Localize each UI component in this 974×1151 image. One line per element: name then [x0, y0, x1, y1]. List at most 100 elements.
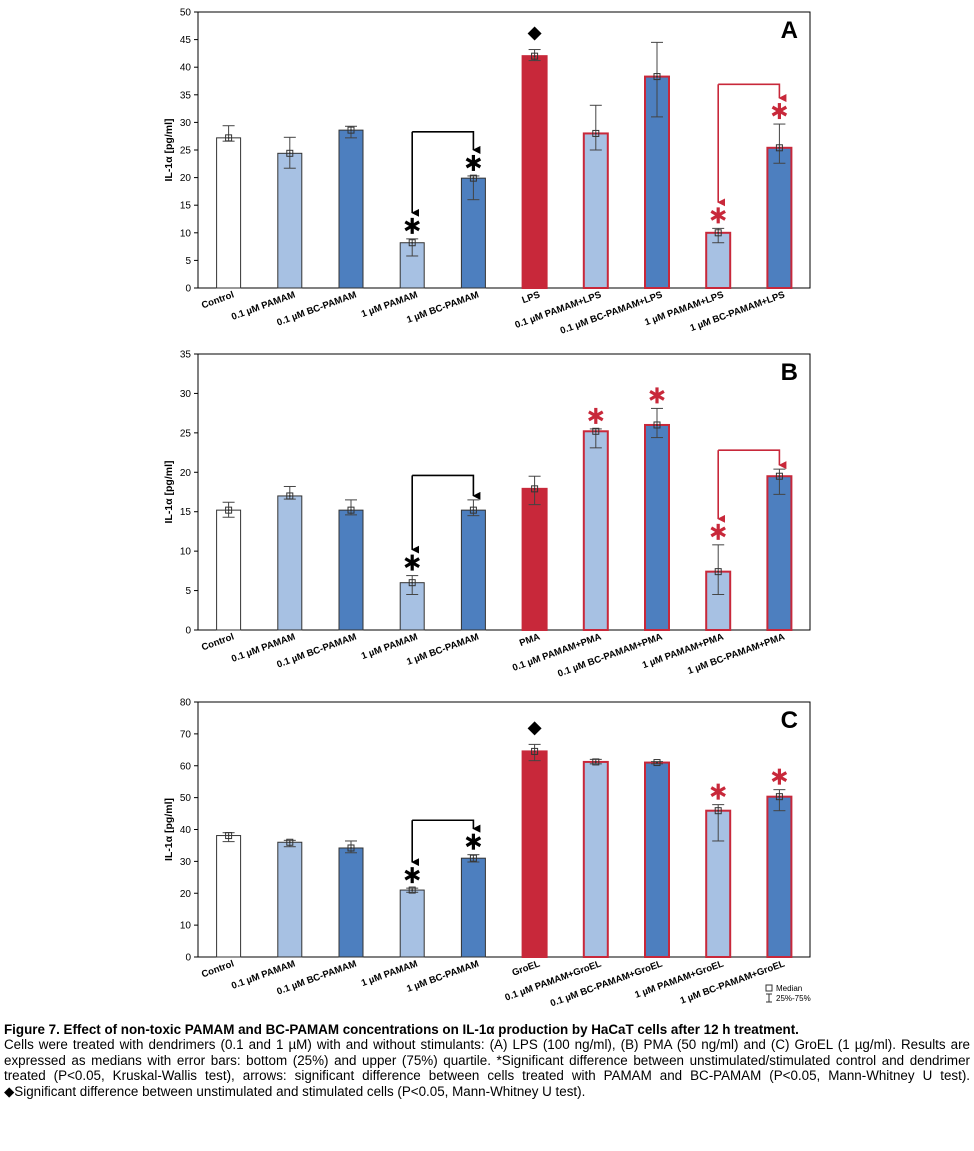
median-marker — [469, 854, 477, 862]
x-tick-label: 0.1 µM BC-PAMAM+LPS — [559, 289, 664, 336]
panel-label: A — [781, 17, 798, 44]
median-dot — [350, 509, 352, 512]
median-dot — [533, 750, 536, 753]
median-dot — [717, 809, 720, 812]
chart-panel-b: 0 5 10 15 20 25 30 35 IL-1α [pg/ml] B Control 0.1 µ… — [163, 350, 811, 680]
median-dot — [594, 760, 597, 763]
y-tick-label: 35 — [180, 90, 192, 101]
median-marker — [775, 472, 783, 480]
median-marker — [653, 759, 661, 767]
star-stroke — [710, 526, 726, 538]
median-dot — [533, 55, 536, 58]
median-marker — [347, 126, 355, 134]
significance-star-red — [710, 523, 726, 540]
median-marker — [469, 174, 477, 182]
median-dot — [594, 132, 597, 135]
significance-star-red — [771, 103, 788, 120]
median-dot — [778, 146, 781, 149]
bar — [399, 889, 425, 958]
median-marker — [286, 149, 294, 157]
bar — [644, 423, 670, 631]
median-marker — [592, 758, 600, 766]
bar — [705, 809, 732, 958]
median-marker — [531, 747, 539, 755]
median-dot — [350, 129, 352, 132]
significance-star-red — [771, 768, 788, 785]
median-marker — [286, 838, 294, 846]
y-tick-label: 10 — [180, 228, 192, 239]
x-tick-label: Control — [200, 631, 236, 653]
median-marker — [347, 844, 355, 852]
y-tick-label: 30 — [180, 857, 192, 868]
legend-median-icon — [765, 984, 773, 992]
bar — [582, 132, 609, 289]
star-stroke — [404, 869, 420, 881]
bar — [216, 835, 242, 958]
significance-star — [404, 217, 420, 234]
y-axis-label: IL-1α [pg/ml] — [163, 118, 175, 181]
median-marker — [286, 492, 294, 500]
median-dot — [472, 177, 475, 180]
median-dot — [717, 231, 720, 234]
caption-title: Figure 7. Effect of non-toxic PAMAM and … — [4, 1022, 799, 1037]
median-marker — [408, 886, 416, 894]
x-tick-label: 1 µM BC-PAMAM+GroEL — [679, 958, 787, 1006]
y-axis-label: IL-1α [pg/ml] — [163, 460, 175, 523]
bar — [521, 487, 548, 631]
y-tick-label: 10 — [180, 547, 192, 558]
y-tick-label: 0 — [185, 626, 191, 637]
bar — [277, 495, 303, 631]
median-dot — [778, 475, 781, 478]
y-tick-label: 45 — [180, 35, 192, 46]
y-tick-label: 0 — [185, 953, 191, 964]
star-stroke — [649, 390, 665, 401]
median-marker — [225, 506, 233, 514]
median-dot — [472, 857, 475, 860]
significance-arrow — [718, 83, 787, 103]
bar — [766, 146, 793, 289]
plot-frame — [197, 353, 811, 631]
median-marker — [408, 239, 416, 247]
x-tick-label: 0.1 µM BC-PAMAM+GroEL — [549, 958, 664, 1009]
median-dot — [717, 570, 720, 573]
x-tick-label: 0.1 µM BC-PAMAM+PMA — [556, 631, 664, 679]
median-dot — [472, 509, 475, 512]
star-stroke — [588, 410, 604, 422]
bar — [338, 847, 364, 958]
median-marker — [531, 52, 539, 60]
bar — [644, 761, 670, 958]
y-tick-label: 15 — [180, 201, 192, 212]
median-dot — [288, 841, 291, 844]
bar — [216, 509, 242, 631]
bar — [766, 795, 793, 959]
y-tick-label: 15 — [180, 507, 192, 518]
median-dot — [411, 889, 414, 892]
bar — [277, 841, 303, 958]
median-dot — [533, 487, 536, 490]
significance-arrow — [412, 474, 481, 500]
diamond-marker — [527, 721, 542, 736]
median-dot — [594, 430, 597, 433]
significance-star-red — [588, 407, 604, 424]
significance-arrow — [718, 449, 787, 470]
median-dot — [350, 846, 352, 849]
y-tick-label: 0 — [185, 284, 191, 295]
median-dot — [288, 152, 291, 155]
chart-panel-a: 0 5 10 15 20 25 30 35 40 45 50 IL-1α [pg/ml] A Contro… — [163, 8, 811, 337]
x-tick-label: PMA — [518, 631, 542, 649]
bar — [582, 430, 609, 631]
y-tick-label: 40 — [180, 63, 192, 74]
star-stroke — [404, 220, 420, 232]
median-marker — [469, 506, 477, 514]
median-dot — [656, 75, 658, 78]
significance-star-red — [710, 207, 726, 224]
median-dot — [227, 834, 230, 837]
y-tick-label: 5 — [185, 256, 191, 267]
bar — [582, 760, 609, 958]
median-marker — [347, 506, 355, 514]
bar — [521, 55, 548, 289]
significance-arrow — [412, 130, 481, 154]
median-marker — [653, 421, 661, 429]
median-dot — [411, 241, 414, 244]
